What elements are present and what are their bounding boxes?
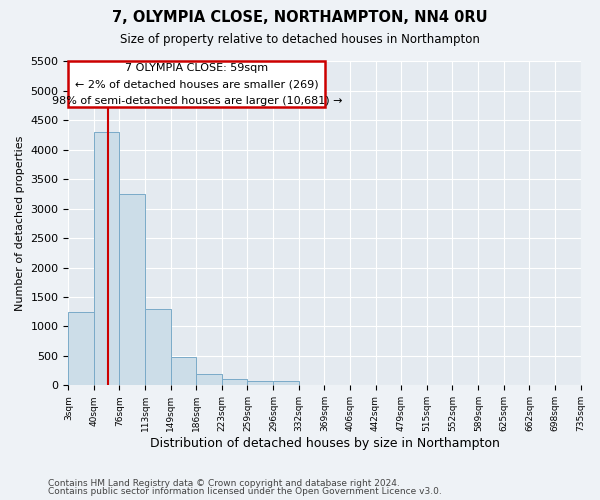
Bar <box>223 380 247 386</box>
Bar <box>274 381 299 386</box>
Bar <box>196 374 223 386</box>
Y-axis label: Number of detached properties: Number of detached properties <box>15 136 25 311</box>
X-axis label: Distribution of detached houses by size in Northampton: Distribution of detached houses by size … <box>149 437 499 450</box>
Text: ← 2% of detached houses are smaller (269): ← 2% of detached houses are smaller (269… <box>75 80 319 90</box>
Bar <box>170 357 196 386</box>
Text: Size of property relative to detached houses in Northampton: Size of property relative to detached ho… <box>120 32 480 46</box>
Bar <box>119 194 145 386</box>
Text: Contains public sector information licensed under the Open Government Licence v3: Contains public sector information licen… <box>48 487 442 496</box>
Bar <box>145 309 170 386</box>
FancyBboxPatch shape <box>68 62 325 108</box>
Text: 7, OLYMPIA CLOSE, NORTHAMPTON, NN4 0RU: 7, OLYMPIA CLOSE, NORTHAMPTON, NN4 0RU <box>112 10 488 25</box>
Bar <box>68 312 94 386</box>
Text: 7 OLYMPIA CLOSE: 59sqm: 7 OLYMPIA CLOSE: 59sqm <box>125 62 268 72</box>
Text: Contains HM Land Registry data © Crown copyright and database right 2024.: Contains HM Land Registry data © Crown c… <box>48 478 400 488</box>
Text: 98% of semi-detached houses are larger (10,681) →: 98% of semi-detached houses are larger (… <box>52 96 342 106</box>
Bar <box>94 132 119 386</box>
Bar <box>247 381 274 386</box>
